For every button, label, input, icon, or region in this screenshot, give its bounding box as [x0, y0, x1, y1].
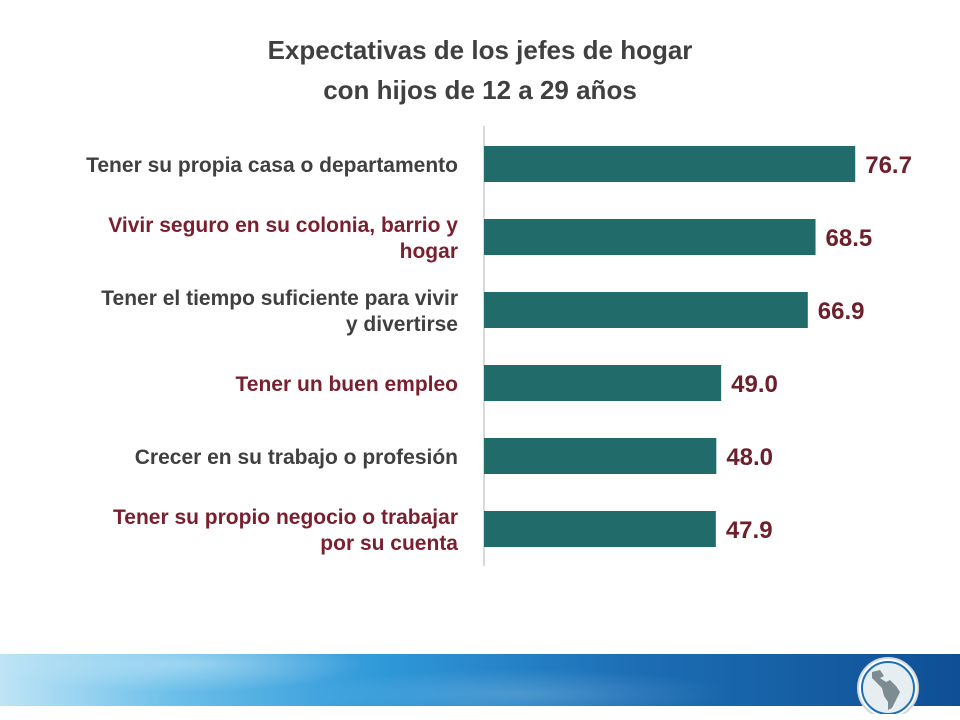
bar-0: [484, 146, 856, 182]
category-label-3-line-0: Tener un buen empleo: [236, 373, 458, 396]
footer-band: [0, 654, 960, 706]
category-label-2-line-0: Tener el tiempo suficiente para vivir: [101, 287, 458, 310]
bar-3: [484, 365, 722, 401]
bar-4: [484, 438, 717, 474]
latin-america-map-icon: [857, 657, 919, 714]
category-label-2-line-1: y divertirse: [346, 313, 458, 336]
category-label-5-line-0: Tener su propio negocio o trabajar: [113, 506, 458, 529]
bar-5: [484, 511, 716, 547]
value-label-3: 49.0: [731, 371, 778, 398]
chart-title-line-1: Expectativas de los jefes de hogar: [267, 35, 693, 65]
value-label-2: 66.9: [818, 298, 865, 325]
value-label-1: 68.5: [826, 225, 873, 252]
category-label-5-line-1: por su cuenta: [320, 532, 458, 555]
value-label-5: 47.9: [726, 517, 773, 544]
bar-1: [484, 219, 816, 255]
chart-title-line-2: con hijos de 12 a 29 años: [323, 75, 637, 105]
value-label-0: 76.7: [865, 152, 912, 179]
bar-chart: 76.7 Tener su propia casa o departamento 6…: [86, 126, 912, 566]
bar-2: [484, 292, 808, 328]
category-label-1-line-1: hogar: [400, 240, 458, 263]
category-label-0-line-0: Tener su propia casa o departamento: [86, 154, 458, 177]
category-label-4-line-0: Crecer en su trabajo o profesión: [135, 446, 458, 469]
chart-title: Expectativas de los jefes de hogar con h…: [0, 30, 960, 110]
category-label-1-line-0: Vivir seguro en su colonia, barrio y: [108, 214, 458, 237]
value-label-4: 48.0: [726, 444, 773, 471]
